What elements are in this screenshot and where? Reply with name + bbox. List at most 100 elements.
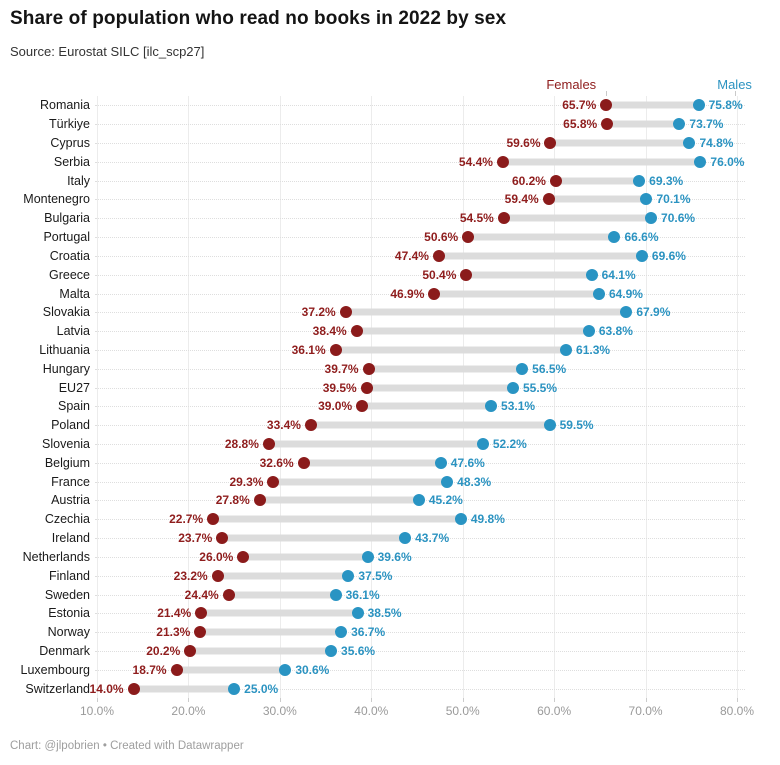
male-dot[interactable] <box>279 663 292 676</box>
male-value-label: 38.5% <box>367 606 402 621</box>
female-dot[interactable] <box>222 588 235 601</box>
female-dot[interactable] <box>362 362 375 375</box>
country-row: Denmark 20.2% 35.6% <box>0 642 780 661</box>
female-value-label: 65.8% <box>563 117 598 132</box>
range-connector <box>217 572 349 580</box>
female-value-label: 54.4% <box>458 154 493 169</box>
x-axis-tick <box>279 698 281 702</box>
female-dot[interactable] <box>462 231 475 244</box>
country-label: Estonia <box>48 606 90 621</box>
female-dot[interactable] <box>237 550 250 563</box>
male-dot[interactable] <box>516 362 529 375</box>
female-dot[interactable] <box>211 569 224 582</box>
male-dot[interactable] <box>342 569 355 582</box>
male-dot[interactable] <box>476 438 489 451</box>
female-dot[interactable] <box>194 626 207 639</box>
female-value-label: 20.2% <box>146 643 181 658</box>
row-dotted-line <box>95 632 745 634</box>
row-dotted-line <box>95 594 745 596</box>
female-dot[interactable] <box>253 494 266 507</box>
male-dot[interactable] <box>412 494 425 507</box>
female-dot[interactable] <box>267 475 280 488</box>
male-dot[interactable] <box>485 400 498 413</box>
male-value-label: 35.6% <box>341 643 376 658</box>
chart-source: Source: Eurostat SILC [ilc_scp27] <box>10 44 205 59</box>
male-dot[interactable] <box>694 155 707 168</box>
row-dotted-line <box>95 575 745 577</box>
male-dot[interactable] <box>351 607 364 620</box>
male-dot[interactable] <box>585 268 598 281</box>
female-dot[interactable] <box>600 99 613 112</box>
female-dot[interactable] <box>329 343 342 356</box>
male-dot[interactable] <box>399 532 412 545</box>
female-dot[interactable] <box>428 287 441 300</box>
male-value-label: 36.1% <box>345 587 380 602</box>
female-dot[interactable] <box>601 118 614 131</box>
male-dot[interactable] <box>640 193 653 206</box>
male-dot[interactable] <box>361 550 374 563</box>
female-dot[interactable] <box>549 174 562 187</box>
male-value-label: 74.8% <box>699 136 734 151</box>
female-dot[interactable] <box>544 137 557 150</box>
country-row: Romania 65.7% 75.8% <box>0 96 780 115</box>
row-dotted-line <box>95 218 745 220</box>
row-dotted-line <box>95 143 745 145</box>
range-connector <box>362 402 492 410</box>
male-dot[interactable] <box>325 644 338 657</box>
male-dot[interactable] <box>608 231 621 244</box>
female-dot[interactable] <box>356 400 369 413</box>
row-dotted-line <box>95 105 745 107</box>
range-connector <box>335 346 567 354</box>
x-axis-tick <box>554 698 556 702</box>
male-value-label: 64.1% <box>601 267 636 282</box>
female-dot[interactable] <box>432 249 445 262</box>
female-dot[interactable] <box>195 607 208 620</box>
legend-females-tick <box>606 91 608 96</box>
female-dot[interactable] <box>360 381 373 394</box>
male-dot[interactable] <box>543 419 556 432</box>
female-dot[interactable] <box>542 193 555 206</box>
male-dot[interactable] <box>454 513 467 526</box>
female-value-label: 54.5% <box>459 211 494 226</box>
female-dot[interactable] <box>216 532 229 545</box>
female-dot[interactable] <box>460 268 473 281</box>
female-dot[interactable] <box>304 419 317 432</box>
country-label: Czechia <box>44 512 90 527</box>
male-dot[interactable] <box>228 682 241 695</box>
male-dot[interactable] <box>635 249 648 262</box>
male-dot[interactable] <box>582 325 595 338</box>
male-value-label: 70.6% <box>661 211 696 226</box>
female-dot[interactable] <box>262 438 275 451</box>
male-dot[interactable] <box>692 99 705 112</box>
male-dot[interactable] <box>329 588 342 601</box>
female-dot[interactable] <box>497 212 510 225</box>
country-row: Austria 27.8% 45.2% <box>0 491 780 510</box>
male-dot[interactable] <box>592 287 605 300</box>
row-dotted-line <box>95 669 745 671</box>
row-dotted-line <box>95 124 745 126</box>
female-value-label: 27.8% <box>215 493 250 508</box>
country-row: Cyprus 59.6% 74.8% <box>0 134 780 153</box>
male-dot[interactable] <box>441 475 454 488</box>
range-connector <box>176 666 286 674</box>
female-dot[interactable] <box>496 155 509 168</box>
male-dot[interactable] <box>673 118 686 131</box>
female-dot[interactable] <box>184 644 197 657</box>
male-dot[interactable] <box>335 626 348 639</box>
female-dot[interactable] <box>339 306 352 319</box>
male-dot[interactable] <box>620 306 633 319</box>
male-dot[interactable] <box>633 174 646 187</box>
male-dot[interactable] <box>645 212 658 225</box>
x-gridline <box>645 96 647 698</box>
female-dot[interactable] <box>170 663 183 676</box>
female-dot[interactable] <box>207 513 220 526</box>
male-dot[interactable] <box>560 343 573 356</box>
female-dot[interactable] <box>127 682 140 695</box>
male-dot[interactable] <box>683 137 696 150</box>
male-dot[interactable] <box>507 381 519 394</box>
female-dot[interactable] <box>350 325 363 338</box>
female-dot[interactable] <box>297 456 310 469</box>
row-dotted-line <box>95 650 745 652</box>
country-row: Bulgaria 54.5% 70.6% <box>0 209 780 228</box>
male-dot[interactable] <box>434 456 447 469</box>
